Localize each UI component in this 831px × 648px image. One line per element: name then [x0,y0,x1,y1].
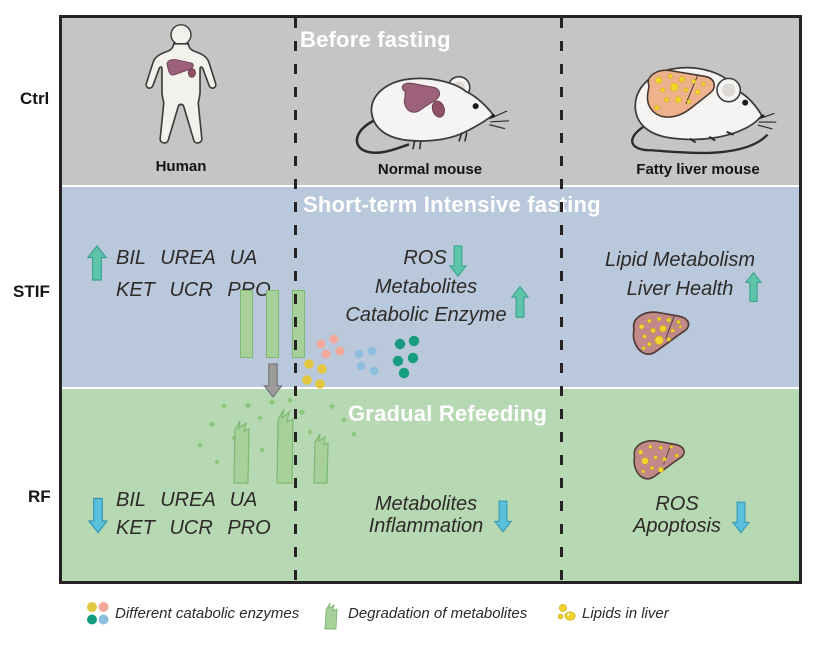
human-liver-icon [166,59,194,76]
stif-row-background [62,187,799,387]
stif-ros-label: ROS [403,247,447,269]
legend-degradation-label: Degradation of metabolites [348,605,528,622]
phase-title-stif: Short-term Intensive fasting [303,192,601,217]
fatty-liver-mouse-figure [631,66,777,155]
phase-title-before-fasting: Before fasting [300,27,451,52]
rf-human-markers-line2: KET UCR PRO [116,517,271,539]
fatty-liver-icon [646,69,716,118]
col-label-human: Human [155,158,207,175]
rf-ros-label: ROS [655,493,699,515]
rf-apoptosis-label: Apoptosis [633,515,721,537]
metabolite-bar [266,290,279,358]
human-figure [145,24,217,144]
rf-human-markers-line1: BIL UREA UA [116,489,258,511]
stif-human-markers-line1: BIL UREA UA [116,247,258,269]
gray-down-arrow-icon [263,363,283,398]
catabolic-enzyme-dots [302,334,420,389]
up-arrow-icon [511,285,529,318]
legend-enzymes-label: Different catabolic enzymes [115,605,300,622]
rf-inflammation-label: Inflammation [368,515,484,537]
stif-human-markers-line2: KET UCR PRO [116,279,271,301]
phase-title-refeeding: Gradual Refeeding [348,401,547,426]
blue-down-arrow-icon [732,501,750,534]
blue-down-arrow-icon [494,500,512,533]
normal-mouse-figure [355,75,510,155]
mouse-liver-icon [401,82,440,113]
liver-with-lipids-icon [632,311,690,355]
col-label-normal-mouse: Normal mouse [377,161,483,178]
row-label-ctrl: Ctrl [20,89,50,108]
stif-catabolic-enzyme-label: Catabolic Enzyme [345,304,507,326]
blue-down-arrow-icon [88,497,108,534]
row-label-stif: STIF [13,282,50,301]
down-arrow-icon [449,245,467,277]
liver-with-lipids-icon [633,439,685,480]
degradation-bar-legend-icon [324,602,338,630]
up-arrow-icon [87,245,107,281]
col-label-fatty-mouse: Fatty liver mouse [636,161,760,178]
lipids-legend-icon [557,604,576,621]
stif-metabolites-label: Metabolites [374,276,478,298]
degraded-metabolite-bars [197,397,357,484]
column-divider-dashed-line [294,18,297,581]
column-divider-dashed-line [560,18,563,581]
legend-lipids-label: Lipids in liver [582,605,669,622]
stif-lipid-metabolism-label: Lipid Metabolism [604,249,756,271]
up-arrow-icon [745,271,762,302]
stif-liver-health-label: Liver Health [626,278,734,300]
enzyme-dots-legend-icon [87,602,109,625]
rf-metabolites-label: Metabolites [374,493,478,515]
rf-row-background [62,389,799,581]
lipid-droplets [654,74,706,111]
metabolite-bar [240,290,253,358]
row-label-rf: RF [28,487,51,506]
